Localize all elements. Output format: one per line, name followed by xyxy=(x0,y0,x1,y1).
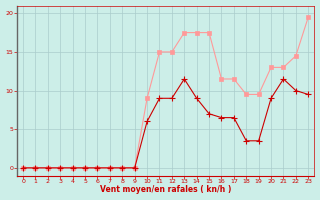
X-axis label: Vent moyen/en rafales ( kn/h ): Vent moyen/en rafales ( kn/h ) xyxy=(100,185,231,194)
